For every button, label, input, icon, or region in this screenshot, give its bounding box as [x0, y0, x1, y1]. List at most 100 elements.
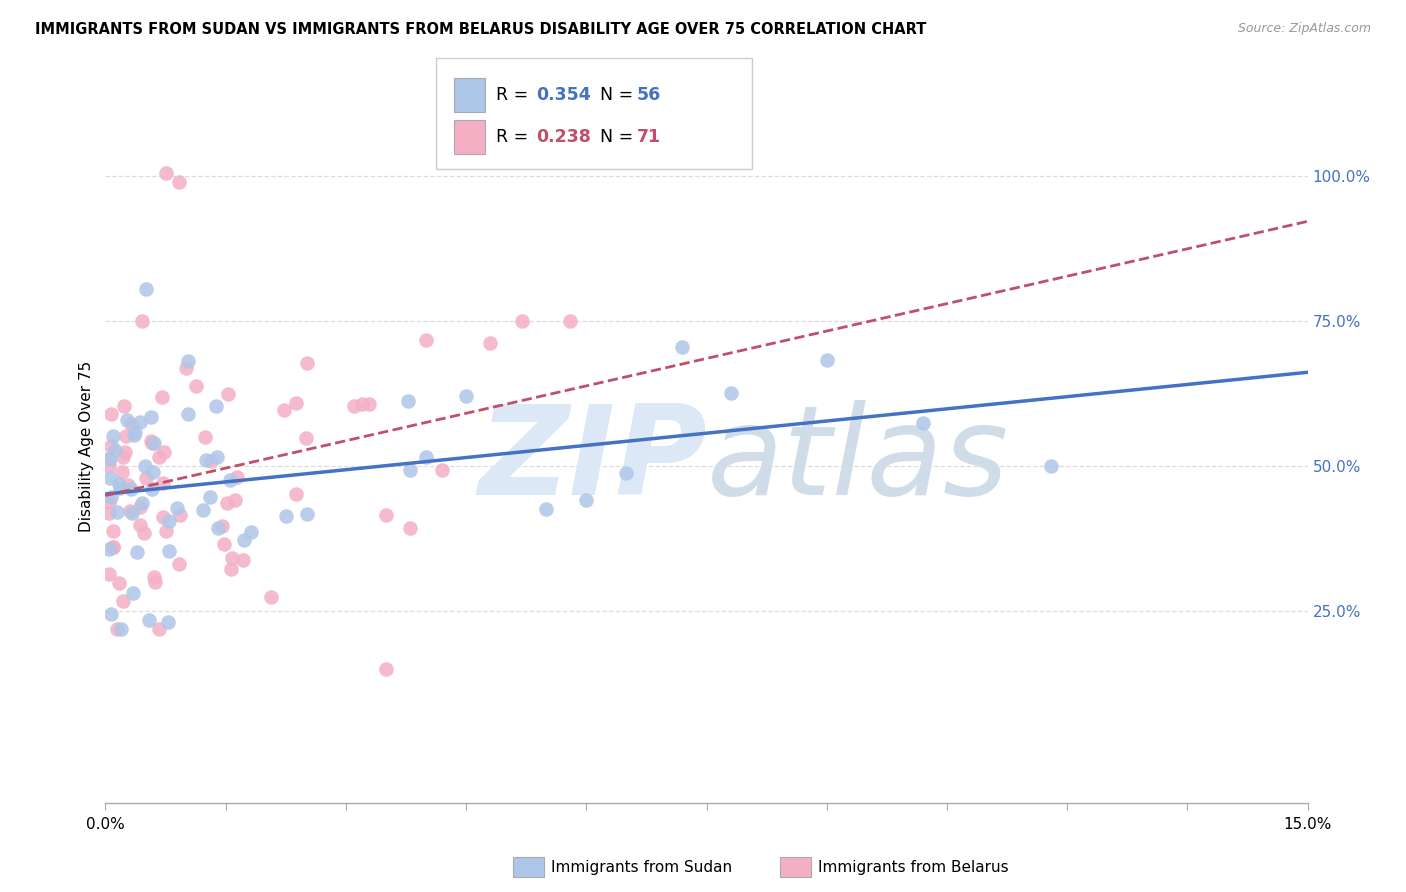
- Text: ZIP: ZIP: [478, 400, 707, 521]
- Point: [350, 397, 373, 411]
- Point: [510, 314, 533, 328]
- Point: [186, 378, 208, 392]
- Text: 0.238: 0.238: [536, 128, 591, 146]
- Point: [141, 482, 163, 496]
- Point: [295, 431, 318, 445]
- Text: R =: R =: [496, 86, 534, 103]
- Point: [177, 354, 200, 368]
- Point: [139, 434, 162, 448]
- Point: [239, 525, 262, 540]
- Point: [127, 545, 149, 559]
- Point: [111, 593, 134, 607]
- Point: [115, 428, 138, 442]
- Point: [221, 562, 243, 576]
- Point: [124, 425, 146, 439]
- Point: [217, 387, 239, 401]
- Point: [148, 450, 170, 464]
- Point: [111, 465, 134, 479]
- Text: N =: N =: [600, 128, 640, 146]
- Point: [128, 518, 150, 533]
- Point: [132, 526, 155, 541]
- Point: [211, 519, 233, 533]
- Point: [143, 574, 166, 589]
- Point: [456, 389, 478, 403]
- Point: [374, 662, 398, 676]
- Point: [98, 452, 121, 467]
- Point: [120, 482, 142, 496]
- Point: [107, 477, 129, 491]
- Point: [297, 356, 319, 370]
- Point: [616, 467, 638, 481]
- Point: [193, 430, 215, 444]
- Point: [560, 314, 582, 328]
- Point: [193, 503, 215, 517]
- Text: Source: ZipAtlas.com: Source: ZipAtlas.com: [1237, 22, 1371, 36]
- Point: [100, 607, 122, 621]
- Point: [142, 436, 165, 450]
- Point: [117, 478, 139, 492]
- Point: [98, 471, 121, 485]
- Point: [98, 506, 121, 520]
- Point: [207, 521, 229, 535]
- Point: [214, 536, 236, 550]
- Point: [135, 282, 157, 296]
- Point: [142, 466, 165, 480]
- Point: [101, 540, 124, 554]
- Point: [166, 500, 188, 515]
- Point: [100, 439, 122, 453]
- Point: [152, 475, 174, 490]
- Point: [131, 314, 153, 328]
- Point: [148, 622, 170, 636]
- Point: [135, 471, 157, 485]
- Point: [100, 490, 122, 504]
- Point: [117, 412, 139, 426]
- Point: [224, 493, 246, 508]
- Point: [122, 586, 145, 600]
- Point: [815, 353, 838, 368]
- Text: atlas: atlas: [707, 400, 1008, 521]
- Point: [156, 615, 179, 630]
- Point: [204, 399, 226, 413]
- Point: [200, 454, 222, 468]
- Point: [155, 166, 177, 180]
- Point: [120, 417, 142, 432]
- Text: Immigrants from Belarus: Immigrants from Belarus: [818, 860, 1010, 874]
- Point: [720, 386, 742, 401]
- Point: [107, 576, 129, 591]
- Text: 0.354: 0.354: [536, 86, 591, 103]
- Point: [138, 613, 160, 627]
- Point: [167, 557, 190, 571]
- Point: [98, 495, 121, 509]
- Point: [295, 507, 318, 521]
- Point: [415, 334, 437, 348]
- Point: [232, 553, 254, 567]
- Point: [415, 450, 437, 465]
- Point: [150, 391, 173, 405]
- Point: [575, 493, 598, 508]
- Point: [128, 500, 150, 514]
- Point: [101, 541, 124, 555]
- Text: 56: 56: [637, 86, 661, 103]
- Point: [98, 458, 121, 473]
- Point: [105, 622, 128, 636]
- Text: N =: N =: [600, 86, 640, 103]
- Point: [152, 445, 174, 459]
- Point: [357, 397, 380, 411]
- Point: [396, 393, 419, 408]
- Point: [142, 570, 165, 584]
- Point: [101, 524, 124, 538]
- Point: [174, 360, 197, 375]
- Point: [399, 462, 422, 476]
- Point: [169, 508, 191, 522]
- Point: [157, 514, 180, 528]
- Point: [671, 340, 693, 354]
- Point: [273, 403, 295, 417]
- Point: [479, 336, 502, 351]
- Point: [103, 442, 125, 457]
- Point: [98, 451, 121, 466]
- Point: [374, 508, 398, 523]
- Point: [225, 470, 247, 484]
- Point: [98, 541, 121, 556]
- Point: [114, 445, 136, 459]
- Point: [177, 408, 200, 422]
